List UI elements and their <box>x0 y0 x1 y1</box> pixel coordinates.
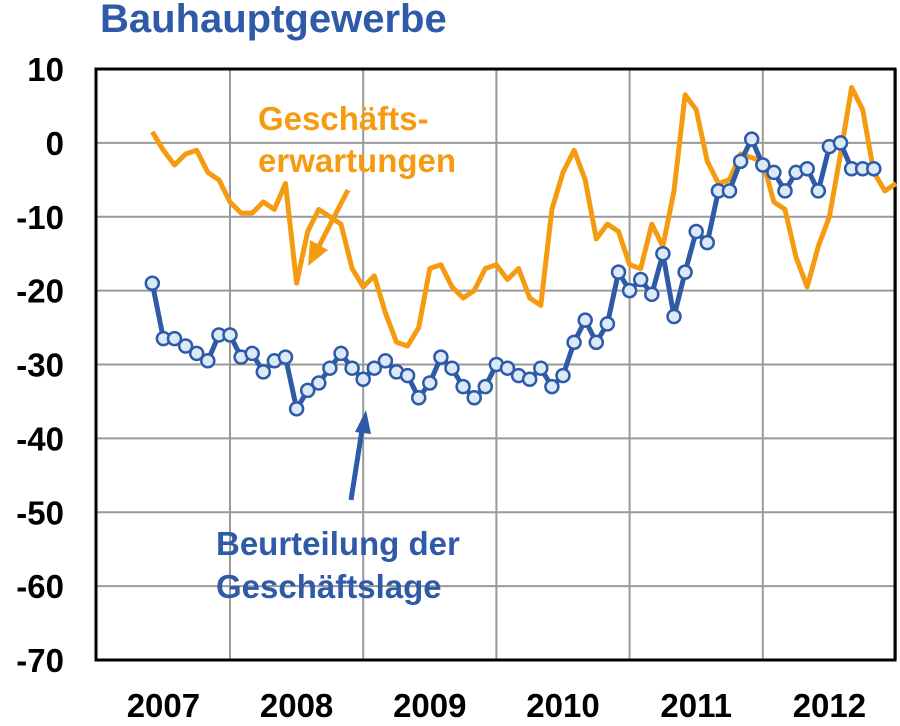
data-point <box>544 378 560 395</box>
data-point <box>555 367 571 384</box>
y-tick-label: -40 <box>16 420 64 457</box>
x-tick-label: 2010 <box>526 687 599 724</box>
series-group <box>144 85 898 417</box>
data-point <box>244 345 260 362</box>
y-tick-label: 10 <box>27 51 64 88</box>
y-tick-label: -60 <box>16 568 64 605</box>
data-point <box>433 349 449 365</box>
data-point <box>299 382 316 399</box>
data-point <box>721 183 738 199</box>
data-point <box>499 360 516 376</box>
data-point <box>655 245 671 262</box>
data-point <box>288 401 305 417</box>
data-point <box>322 360 338 376</box>
data-point <box>200 353 216 369</box>
data-point <box>255 364 272 380</box>
data-point <box>377 353 394 369</box>
data-point <box>366 360 383 376</box>
data-point <box>866 160 882 177</box>
data-point <box>333 345 349 362</box>
data-point <box>777 183 793 199</box>
x-tick-label: 2011 <box>660 687 732 724</box>
data-point <box>188 345 205 362</box>
data-point <box>599 316 616 332</box>
data-point <box>222 327 238 343</box>
data-point <box>277 349 294 365</box>
x-tick-label: 2008 <box>260 687 333 724</box>
y-axis-ticks: 10 0 -10 -20 -30 -40 -50 -60 -70 <box>16 51 64 679</box>
annotation-expectations-line2: erwartungen <box>258 142 456 179</box>
x-axis-ticks: 2007 2008 2009 2010 2011 2012 <box>127 687 866 724</box>
series-line <box>150 85 898 349</box>
data-point <box>166 330 183 347</box>
data-point <box>344 360 360 376</box>
y-tick-label: 0 <box>46 125 64 162</box>
data-point <box>621 282 638 299</box>
x-tick-label: 2007 <box>127 687 200 724</box>
data-point <box>444 360 460 376</box>
data-point <box>610 264 627 280</box>
data-point <box>755 157 771 173</box>
data-point <box>311 375 327 391</box>
y-tick-label: -50 <box>16 494 64 531</box>
data-point <box>632 271 649 288</box>
series-expectations <box>150 85 898 349</box>
annotation-situation-arrow <box>348 410 371 501</box>
x-tick-label: 2012 <box>793 687 866 724</box>
data-point <box>588 334 605 351</box>
data-point <box>810 183 827 199</box>
chart-title: Bauhauptgewerbe <box>100 0 447 41</box>
data-point <box>644 286 660 303</box>
data-point <box>666 308 682 325</box>
x-tick-label: 2009 <box>393 687 466 724</box>
y-tick-label: -70 <box>16 642 64 679</box>
plot-frame <box>94 67 897 662</box>
data-point <box>743 131 760 147</box>
annotation-expectations-arrow <box>308 188 351 266</box>
data-point <box>699 234 716 251</box>
data-point <box>732 153 749 170</box>
y-tick-label: -20 <box>16 273 64 310</box>
data-point <box>566 334 582 351</box>
annotation-situation-line1: Beurteilung der <box>216 525 460 562</box>
y-tick-label: -30 <box>16 347 64 384</box>
data-point <box>688 223 704 240</box>
data-point <box>355 371 371 388</box>
data-point <box>533 360 549 376</box>
data-point <box>422 375 438 391</box>
data-point <box>399 367 416 384</box>
data-point <box>521 371 538 388</box>
annotation-expectations-line1: Geschäfts- <box>258 100 429 137</box>
data-point <box>677 264 693 280</box>
data-point <box>455 378 471 395</box>
series-situation <box>144 131 882 417</box>
data-point <box>144 275 161 291</box>
data-point <box>832 135 849 151</box>
annotation-situation-line2: Geschäftslage <box>216 568 442 605</box>
y-tick-label: -10 <box>16 199 64 236</box>
data-point <box>177 338 194 354</box>
data-point <box>799 160 815 177</box>
data-point <box>477 378 494 395</box>
data-point <box>577 312 593 328</box>
data-point <box>466 389 482 406</box>
data-point <box>766 164 782 181</box>
data-point <box>410 389 427 406</box>
